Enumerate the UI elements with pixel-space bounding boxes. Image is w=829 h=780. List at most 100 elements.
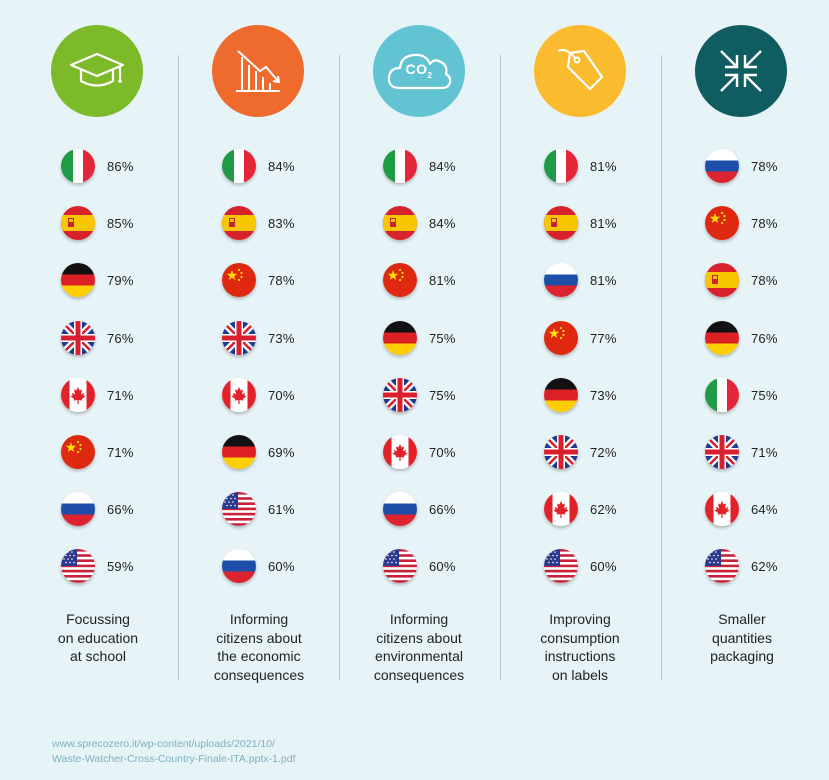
caption-line: at school [69,648,127,664]
caption-line: Focussing [66,611,130,627]
column-divider [661,55,662,680]
russia-flag-icon [544,263,578,297]
country-row: 61% [222,492,295,526]
caption-line: the economic [217,648,301,664]
percentage-label: 77% [590,330,617,346]
percentage-label: 81% [429,272,456,288]
country-row: 75% [383,321,456,355]
usa-flag-icon [222,492,256,526]
caption-line: Informing [229,611,289,627]
germany-flag-icon [383,321,417,355]
percentage-label: 70% [429,444,456,460]
country-row: 81% [544,263,617,297]
country-row: 71% [705,435,778,469]
column-caption: Focussing on education at school [23,610,173,666]
graduation-cap-icon [51,25,143,117]
italy-flag-icon [61,149,95,183]
country-row: 73% [222,321,295,355]
caption-line: citizens about [216,629,302,646]
country-row: 60% [383,549,456,583]
co2-cloud-icon: CO2 [373,25,465,117]
country-row: 70% [222,378,295,412]
source-link[interactable]: www.sprecozero.it/wp-content/uploads/202… [52,737,296,767]
percentage-label: 73% [590,387,617,403]
percentage-label: 78% [268,272,295,288]
spain-flag-icon [383,206,417,240]
percentage-label: 84% [429,215,456,231]
country-row: 78% [705,206,778,240]
country-row: 84% [383,206,456,240]
country-row: 75% [705,378,778,412]
column-caption: Informing citizens about the economic conse… [184,610,334,684]
column-caption: Informing citizens about environmental cons… [344,610,494,684]
germany-flag-icon [544,378,578,412]
source-line-1[interactable]: www.sprecozero.it/wp-content/uploads/202… [52,738,275,750]
percentage-label: 81% [590,158,617,174]
column-caption: Improving consumption instructions on label… [505,610,655,684]
china-flag-icon [544,321,578,355]
country-row: 78% [222,263,295,297]
caption-line: citizens about [376,629,462,646]
germany-flag-icon [222,435,256,469]
caption-line: packaging [710,648,774,664]
italy-flag-icon [705,378,739,412]
country-row: 70% [383,435,456,469]
country-row: 66% [383,492,456,526]
percentage-label: 62% [590,501,617,517]
country-row: 72% [544,435,617,469]
uk-flag-icon [383,378,417,412]
country-row: 76% [61,321,134,355]
spain-flag-icon [705,263,739,297]
percentage-label: 76% [107,330,134,346]
percentage-label: 61% [268,501,295,517]
country-row: 59% [61,549,134,583]
italy-flag-icon [222,149,256,183]
percentage-label: 78% [751,215,778,231]
country-row: 84% [222,149,295,183]
column-divider [178,55,179,680]
percentage-label: 76% [751,330,778,346]
country-row: 64% [705,492,778,526]
uk-flag-icon [222,321,256,355]
country-row: 81% [383,263,456,297]
germany-flag-icon [705,321,739,355]
usa-flag-icon [383,549,417,583]
country-row: 66% [61,492,134,526]
percentage-label: 75% [751,387,778,403]
percentage-label: 84% [268,158,295,174]
percentage-label: 60% [429,558,456,574]
percentage-label: 60% [590,558,617,574]
country-row: 71% [61,378,134,412]
country-row: 60% [222,549,295,583]
percentage-label: 72% [590,444,617,460]
germany-flag-icon [61,263,95,297]
percentage-label: 71% [751,444,778,460]
country-row: 84% [383,149,456,183]
percentage-label: 86% [107,158,134,174]
russia-flag-icon [61,492,95,526]
percentage-label: 79% [107,272,134,288]
co2-subscript: 2 [427,70,433,80]
country-row: 73% [544,378,617,412]
percentage-label: 85% [107,215,134,231]
country-row: 79% [61,263,134,297]
caption-line: quantities [712,629,772,646]
country-row: 81% [544,206,617,240]
compress-arrows-icon [695,25,787,117]
percentage-label: 81% [590,272,617,288]
percentage-label: 62% [751,558,778,574]
spain-flag-icon [544,206,578,240]
country-row: 76% [705,321,778,355]
country-row: 78% [705,263,778,297]
percentage-label: 75% [429,330,456,346]
country-row: 62% [544,492,617,526]
source-line-2[interactable]: Waste-Watcher-Cross-Country-Finale-ITA.p… [52,753,296,765]
percentage-label: 71% [107,387,134,403]
italy-flag-icon [544,149,578,183]
percentage-label: 66% [107,501,134,517]
country-row: 86% [61,149,134,183]
italy-flag-icon [383,149,417,183]
uk-flag-icon [705,435,739,469]
percentage-label: 78% [751,158,778,174]
